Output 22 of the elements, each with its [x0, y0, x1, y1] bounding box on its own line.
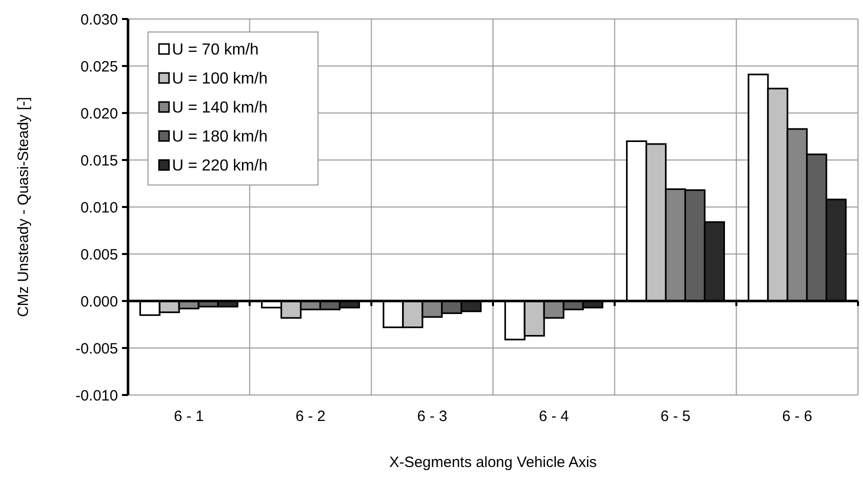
y-tick-label: 0.010 — [80, 199, 118, 216]
legend-label: U = 140 km/h — [172, 100, 268, 117]
y-tick-label: 0.030 — [80, 11, 118, 28]
y-tick-label: 0.000 — [80, 293, 118, 310]
y-tick-label: 0.020 — [80, 105, 118, 122]
legend-label: U = 70 km/h — [172, 42, 259, 59]
x-tick-label: 6 - 2 — [295, 408, 326, 425]
y-tick-label: -0.010 — [75, 387, 118, 404]
x-tick-label: 6 - 6 — [782, 408, 812, 425]
x-axis-title: X-Segments along Vehicle Axis — [389, 454, 597, 471]
y-tick-label: -0.005 — [75, 340, 118, 358]
x-tick-label: 6 - 5 — [660, 408, 691, 425]
y-tick-label: 0.005 — [80, 246, 118, 264]
y-tick-label: 0.015 — [80, 152, 118, 170]
x-tick-label: 6 - 1 — [174, 408, 204, 425]
legend-label: U = 220 km/h — [172, 158, 268, 175]
y-tick-label: 0.025 — [80, 58, 118, 76]
legend-label: U = 100 km/h — [172, 70, 268, 88]
legend-label: U = 180 km/h — [172, 128, 268, 146]
x-tick-label: 6 - 4 — [538, 408, 569, 425]
y-axis-title: CMz Unsteady - Quasi-Steady [-] — [15, 96, 32, 318]
x-tick-label: 6 - 3 — [417, 408, 448, 425]
